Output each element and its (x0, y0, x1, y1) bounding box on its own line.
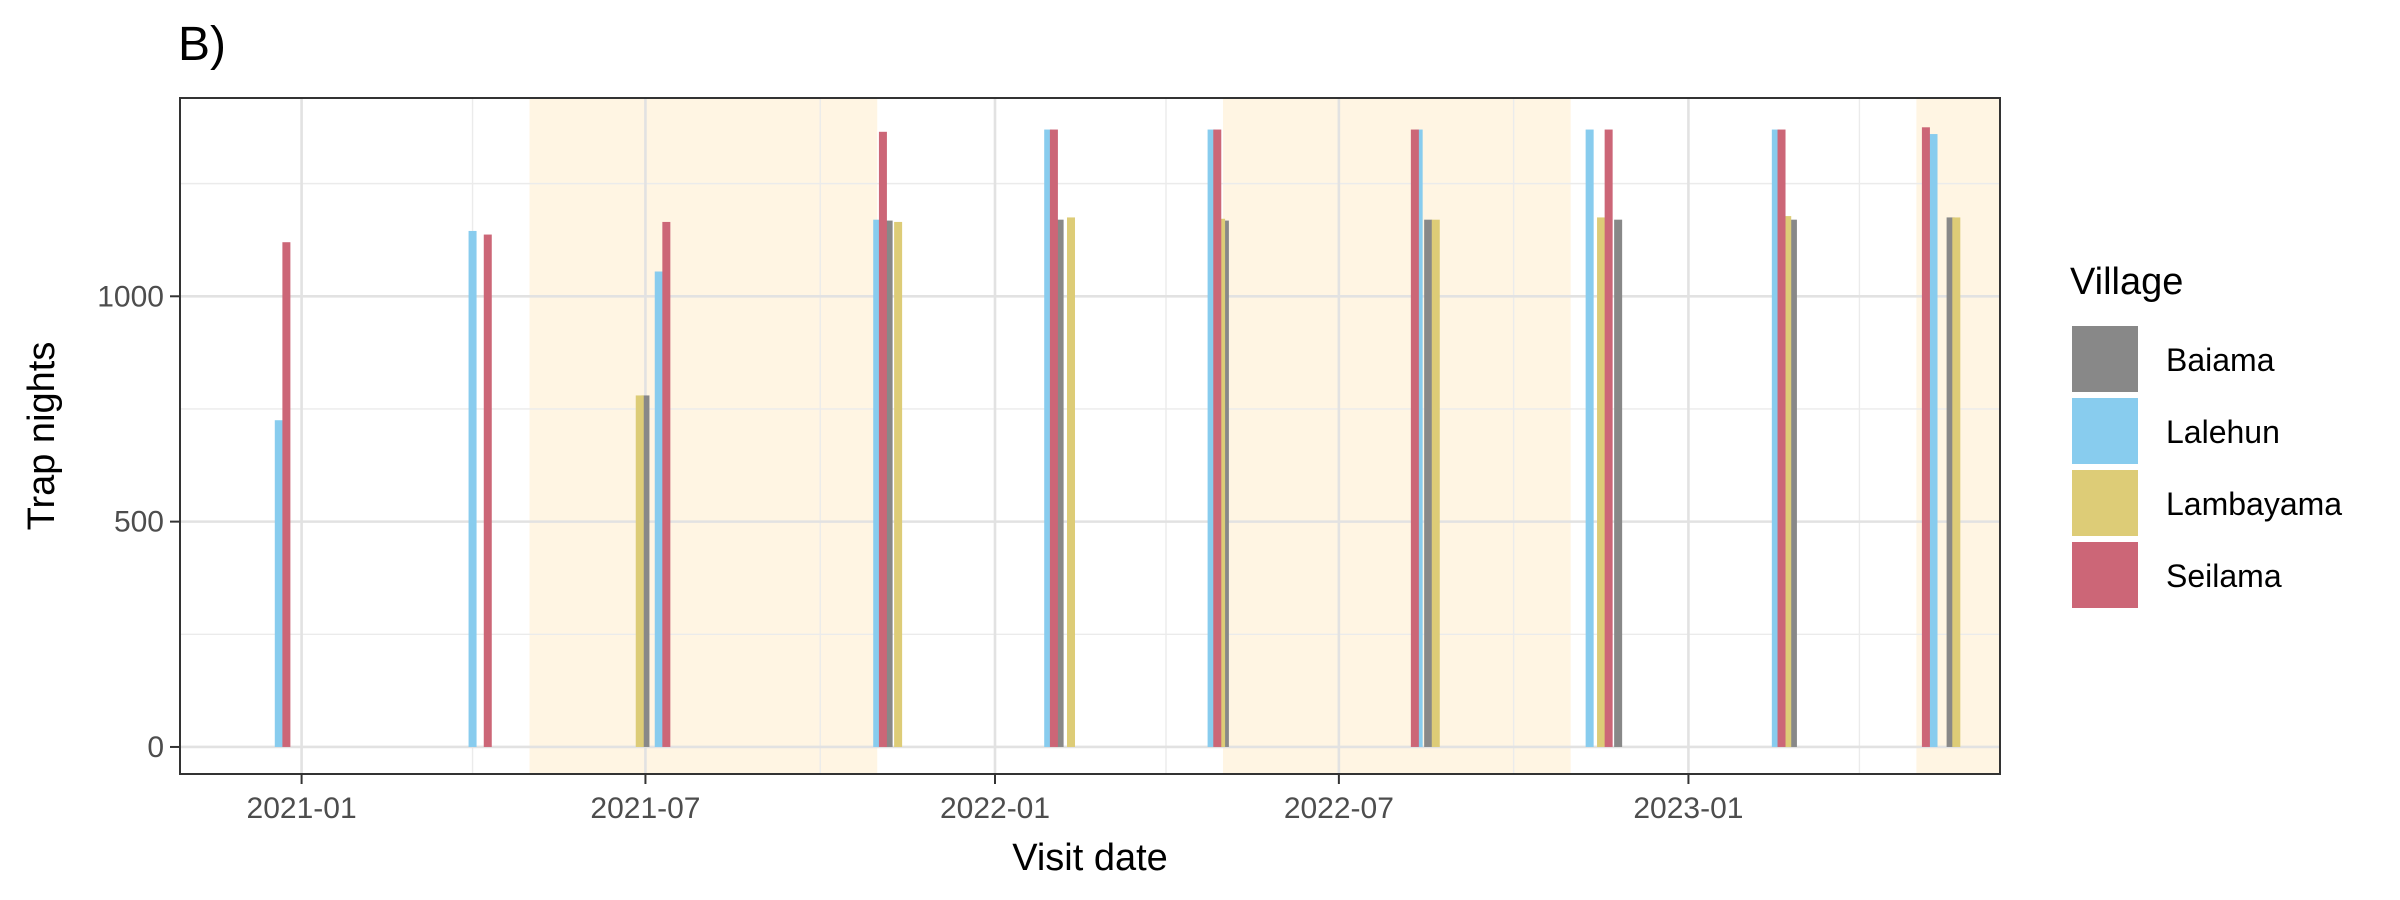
bar-lalehun (1044, 129, 1053, 747)
bar-seilama (483, 234, 492, 747)
x-axis: 2021-01 2021-07 2022-01 2022-07 2023-01 (247, 774, 1743, 825)
y-axis: 0 500 1000 (97, 280, 180, 764)
bar-seilama (1921, 127, 1930, 747)
bar-lalehun (468, 230, 477, 747)
y-tick-label: 1000 (97, 280, 164, 313)
bar-baiama (1424, 219, 1433, 747)
bar-lambayama (1783, 216, 1792, 747)
legend-label-lalehun: Lalehun (2166, 414, 2280, 450)
x-tick-label: 2023-01 (1633, 792, 1743, 825)
x-tick-label: 2022-07 (1284, 792, 1394, 825)
bar-baiama (1055, 219, 1064, 747)
bar-seilama (662, 221, 671, 747)
bar-lalehun (274, 420, 283, 747)
chart-title: B) (178, 18, 226, 71)
legend-swatch-baiama (2072, 326, 2138, 392)
bar-seilama (1777, 129, 1786, 747)
bar-lambayama (1597, 217, 1606, 747)
bar-baiama (1946, 217, 1955, 747)
bar-lambayama (894, 221, 903, 747)
panel-border (179, 97, 2001, 775)
bar-seilama (1410, 129, 1419, 747)
bar-seilama (1049, 129, 1058, 747)
bar-seilama (1213, 129, 1222, 747)
shaded-period (1222, 98, 1571, 774)
plot-background (180, 98, 2000, 774)
legend-swatch-lalehun (2072, 398, 2138, 464)
bar-lambayama (1952, 217, 1961, 747)
bar-baiama (641, 395, 650, 747)
bar-baiama (884, 220, 893, 747)
legend-title: Village (2070, 261, 2183, 303)
y-tick-label: 0 (147, 731, 164, 764)
x-tick-label: 2022-01 (940, 792, 1050, 825)
x-tick-label: 2021-07 (590, 792, 700, 825)
legend-label-seilama: Seilama (2166, 558, 2282, 594)
bar-lalehun (1771, 129, 1780, 747)
bar-seilama (282, 242, 291, 747)
x-axis-title: Visit date (1012, 837, 1168, 879)
grid-lines (180, 98, 2000, 774)
bar-lalehun (1929, 134, 1938, 747)
legend-label-lambayama: Lambayama (2166, 486, 2342, 522)
bars (274, 127, 1961, 747)
bar-lambayama (1067, 217, 1076, 747)
legend-items: Baiama Lalehun Lambayama Seilama (2072, 326, 2342, 608)
bar-lalehun (1207, 129, 1216, 747)
bar-lalehun (1585, 129, 1594, 747)
shaded-periods (529, 98, 2000, 774)
bar-lambayama (1431, 219, 1440, 747)
bar-baiama (1788, 219, 1797, 747)
plot-panel (180, 98, 2000, 774)
x-tick-label: 2021-01 (247, 792, 357, 825)
legend: Village Baiama Lalehun Lambayama Seilama (2070, 261, 2342, 608)
bar-lambayama (635, 395, 644, 747)
legend-swatch-lambayama (2072, 470, 2138, 536)
bar-baiama (1614, 219, 1623, 747)
bar-seilama (878, 131, 887, 747)
bar-seilama (1604, 129, 1613, 747)
y-tick-label: 500 (114, 506, 164, 539)
bar-lalehun (654, 271, 663, 747)
bar-lalehun (873, 219, 882, 747)
legend-swatch-seilama (2072, 542, 2138, 608)
shaded-period (529, 98, 878, 774)
legend-label-baiama: Baiama (2166, 342, 2275, 378)
y-axis-title: Trap nights (21, 342, 63, 531)
